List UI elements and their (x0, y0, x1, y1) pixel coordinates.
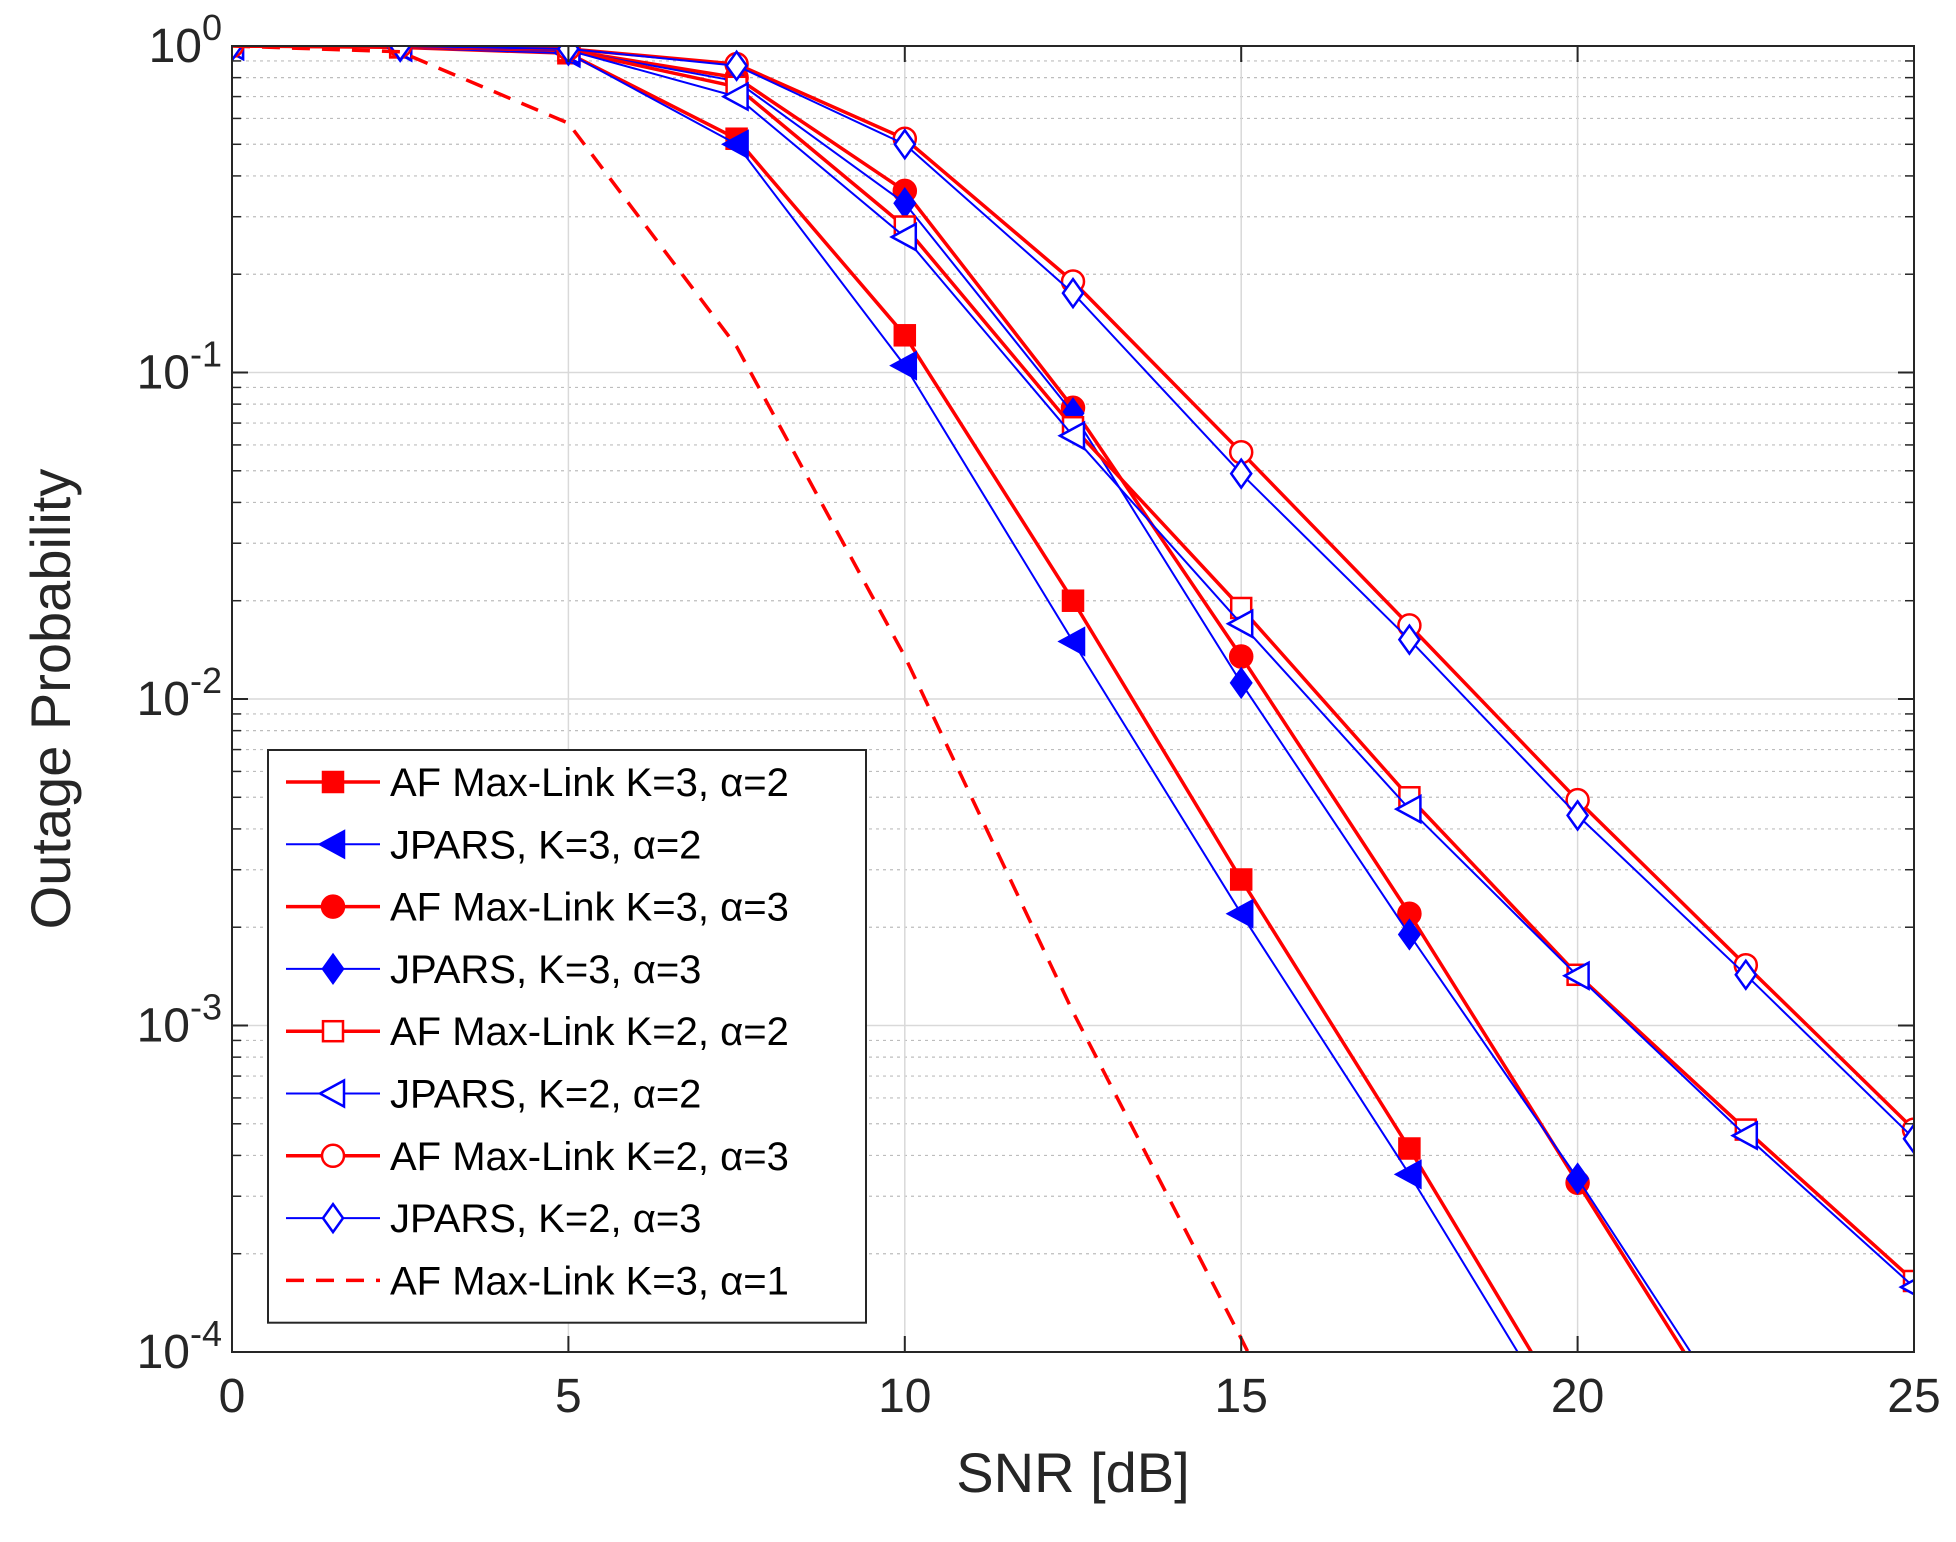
legend-marker (320, 894, 346, 919)
data-point (1393, 794, 1422, 825)
legend: AF Max-Link K=3, α=2 JPARS, K=3, α=2 AF Ma… (267, 749, 867, 1324)
legend-label: JPARS, K=2, α=3 (390, 1197, 701, 1241)
data-point (725, 49, 749, 82)
legend-item: AF Max-Link K=3, α=2 (286, 761, 789, 805)
legend-item: AF Max-Link K=3, α=1 (286, 1259, 789, 1303)
legend-marker (320, 1143, 346, 1169)
data-point (1225, 608, 1254, 639)
legend-box (267, 749, 867, 1324)
data-point (1229, 666, 1253, 700)
legend-item: AF Max-Link K=2, α=2 (286, 1010, 789, 1054)
data-point (232, 46, 244, 63)
legend-item: JPARS, K=3, α=2 (286, 823, 701, 867)
data-point (1057, 420, 1086, 451)
data-point (1225, 898, 1254, 929)
legend-marker (321, 770, 345, 794)
data-point (893, 128, 917, 161)
data-point (1057, 626, 1086, 657)
legend-item: AF Max-Link K=2, α=3 (286, 1135, 789, 1179)
data-point (1734, 958, 1758, 991)
data-point (1566, 799, 1590, 832)
y-tick-label: 10-3 (137, 987, 222, 1053)
x-tick-label: 5 (555, 1370, 582, 1423)
data-point (1061, 589, 1085, 612)
legend-marker (317, 1078, 346, 1109)
data-point (1566, 1162, 1590, 1195)
series-line (232, 46, 1250, 1352)
data-point (388, 46, 412, 63)
y-tick-label: 10-1 (137, 334, 222, 400)
data-point (1902, 1269, 1914, 1293)
x-tick-label: 0 (219, 1370, 246, 1423)
ticks: 0 5 10 15 20 25 100 10-1 10-2 10-3 10-4 (137, 7, 1941, 1423)
y-axis-label: Outage Probability (19, 469, 82, 930)
data-point (1061, 276, 1085, 310)
legend-label: AF Max-Link K=3, α=3 (390, 886, 789, 930)
y-tick-label: 10-4 (137, 1313, 222, 1379)
legend-marker (321, 952, 345, 986)
data-point (1393, 1159, 1422, 1190)
legend-label: JPARS, K=2, α=2 (390, 1073, 701, 1117)
series-8 (232, 46, 1914, 1155)
legend-item: JPARS, K=3, α=3 (286, 948, 701, 992)
data-point (720, 129, 749, 160)
data-point (889, 350, 918, 381)
data-point (1229, 868, 1253, 891)
x-tick-label: 15 (1215, 1370, 1268, 1423)
legend-item: AF Max-Link K=3, α=3 (286, 886, 789, 930)
data-point (1397, 623, 1421, 656)
data-point (1397, 918, 1421, 951)
data-point (893, 324, 917, 347)
x-tick-label: 20 (1551, 1370, 1604, 1423)
data-point (1398, 1137, 1421, 1160)
series-9 (232, 46, 1250, 1352)
legend-label: JPARS, K=3, α=3 (390, 948, 701, 992)
legend-item: JPARS, K=2, α=3 (286, 1197, 701, 1241)
y-tick-label: 10-2 (137, 660, 222, 726)
legend-marker (317, 829, 346, 860)
x-axis-label: SNR [dB] (956, 1441, 1189, 1504)
legend-item: JPARS, K=2, α=2 (286, 1073, 701, 1117)
legend-label: JPARS, K=3, α=2 (390, 823, 701, 867)
legend-marker (321, 1201, 345, 1235)
data-point (1902, 1122, 1914, 1155)
data-point (1730, 1120, 1759, 1151)
data-point (720, 81, 749, 112)
legend-marker (321, 1019, 345, 1043)
data-point (889, 221, 918, 253)
x-tick-label: 10 (878, 1370, 931, 1423)
data-point (1228, 644, 1254, 669)
legend-label: AF Max-Link K=3, α=2 (390, 761, 789, 805)
data-point (1561, 960, 1590, 991)
y-tick-label: 100 (149, 7, 222, 73)
legend-label: AF Max-Link K=2, α=2 (390, 1010, 789, 1054)
x-tick-label: 25 (1887, 1370, 1940, 1423)
data-point (1229, 457, 1253, 490)
legend-label: AF Max-Link K=2, α=3 (390, 1135, 789, 1179)
legend-label: AF Max-Link K=3, α=1 (390, 1259, 789, 1303)
